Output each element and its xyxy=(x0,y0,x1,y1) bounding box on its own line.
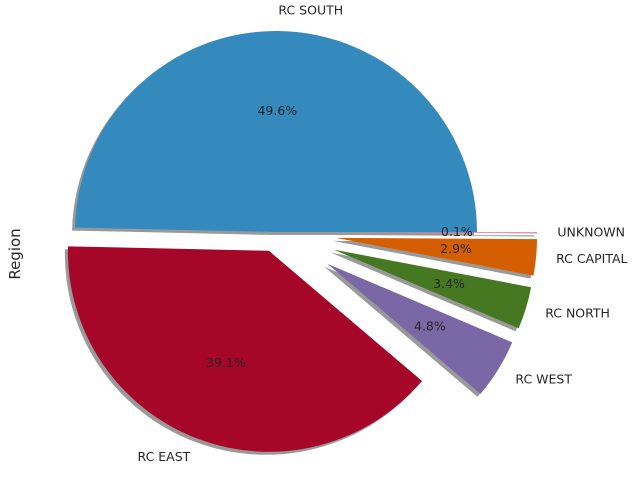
slice-label-rc-capital: RC CAPITAL xyxy=(556,251,627,266)
slice-rc-north xyxy=(333,249,532,329)
slice-rc-south xyxy=(75,30,477,232)
slice-shadow-rc-north xyxy=(330,252,529,332)
slice-shadow-unknown xyxy=(333,235,535,237)
pct-label-rc-south: 49.6% xyxy=(257,103,297,118)
y-axis-label: Region xyxy=(6,228,24,279)
pct-label-rc-north: 3.4% xyxy=(433,276,465,291)
slice-label-rc-south: RC SOUTH xyxy=(278,2,343,17)
slice-labels: RC SOUTH 49.6% RC EAST 39.1% RC WEST 4.8% RC N… xyxy=(138,2,628,464)
slice-label-rc-east: RC EAST xyxy=(138,449,191,464)
pct-label-rc-east: 39.1% xyxy=(206,355,246,370)
pct-label-rc-west: 4.8% xyxy=(414,319,446,334)
slice-rc-west xyxy=(327,263,513,394)
pct-label-unknown: 0.1% xyxy=(441,224,473,239)
slice-label-rc-west: RC WEST xyxy=(515,371,572,386)
slices xyxy=(67,30,538,452)
slice-rc-east xyxy=(67,246,423,452)
slice-unknown xyxy=(336,232,538,234)
pct-label-rc-capital: 2.9% xyxy=(440,241,472,256)
slice-label-rc-north: RC NORTH xyxy=(545,305,610,320)
slice-rc-capital xyxy=(336,237,538,276)
slice-label-unknown: UNKNOWN xyxy=(557,224,625,239)
